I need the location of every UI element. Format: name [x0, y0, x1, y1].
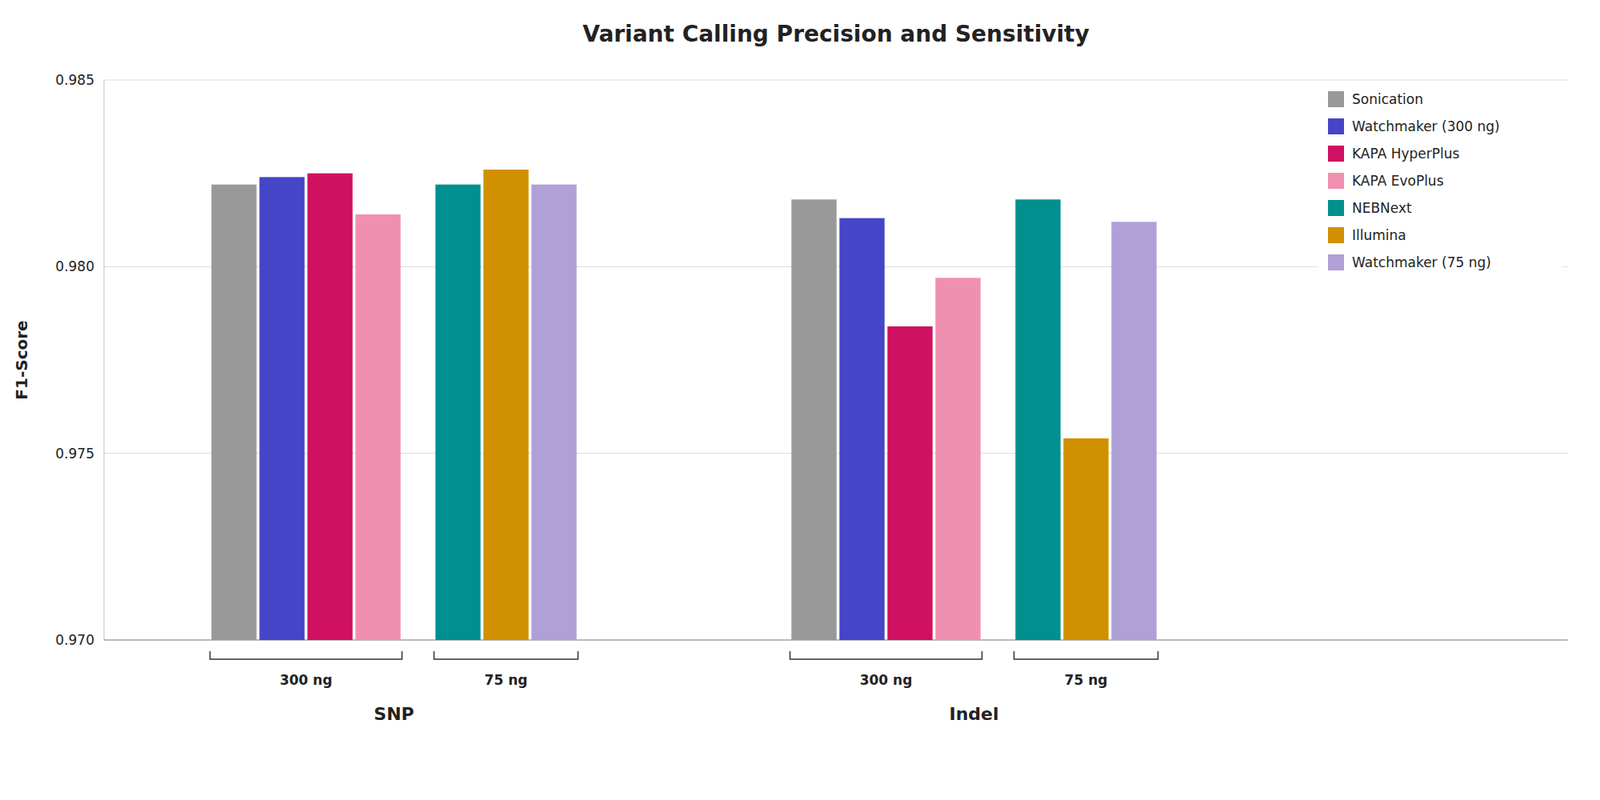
bars [211, 169, 1156, 640]
legend-swatch [1328, 91, 1344, 108]
bar [791, 199, 836, 640]
y-tick-label: 0.980 [55, 258, 95, 275]
legend-label: KAPA HyperPlus [1352, 145, 1460, 162]
y-tick-label: 0.975 [55, 445, 95, 462]
legend-swatch [1328, 200, 1344, 216]
grid [104, 80, 1568, 640]
bar [1015, 199, 1060, 640]
legend-swatch [1328, 118, 1344, 135]
subgroup-label: 75 ng [1064, 672, 1108, 688]
bar [531, 184, 576, 640]
legend: Sonication Watchmaker (300 ng) KAPA HyperP… [1318, 81, 1562, 280]
bar [483, 169, 528, 640]
legend-label: Sonication [1352, 91, 1424, 108]
legend-label: Watchmaker (300 ng) [1352, 118, 1500, 135]
legend-background [1318, 81, 1562, 280]
subgroup-label: 300 ng [280, 672, 333, 688]
y-axis-label: F1-Score [12, 320, 32, 400]
title: Variant Calling Precision and Sensitivit… [582, 20, 1090, 48]
category-label: Indel [948, 704, 999, 724]
subgroup-label: 75 ng [484, 672, 528, 688]
bracket [210, 651, 403, 660]
legend-swatch [1328, 145, 1344, 162]
bar [887, 326, 932, 640]
y-axis-line [104, 80, 105, 640]
legend-label: NEBNext [1352, 200, 1412, 216]
bar [355, 214, 400, 640]
legend-label: KAPA EvoPlus [1352, 172, 1444, 189]
bracket [1014, 651, 1159, 660]
subgroup-label: 300 ng [860, 672, 913, 688]
grid-line [104, 80, 1568, 81]
category-label: SNP [373, 704, 414, 724]
bracket [790, 651, 983, 660]
y-tick-label: 0.970 [55, 632, 95, 648]
legend-swatch [1328, 172, 1344, 189]
legend-swatch [1328, 254, 1344, 271]
bar [1111, 221, 1156, 640]
legend-swatch [1328, 227, 1344, 244]
bar [935, 277, 980, 640]
group-annotations: 300 ng 75 ng SNP 300 ng 75 ng Indel [210, 651, 1159, 724]
bar [307, 173, 352, 640]
bar [259, 176, 304, 640]
chart: Variant Calling Precision and Sensitivit… [0, 0, 1600, 800]
bracket [434, 651, 579, 660]
bar [839, 218, 884, 640]
y-tick-label: 0.985 [55, 72, 95, 88]
legend-label: Watchmaker (75 ng) [1352, 254, 1492, 271]
legend-label: Illumina [1352, 227, 1407, 244]
bar [435, 184, 480, 640]
bar [1063, 438, 1108, 640]
bar [211, 184, 256, 640]
